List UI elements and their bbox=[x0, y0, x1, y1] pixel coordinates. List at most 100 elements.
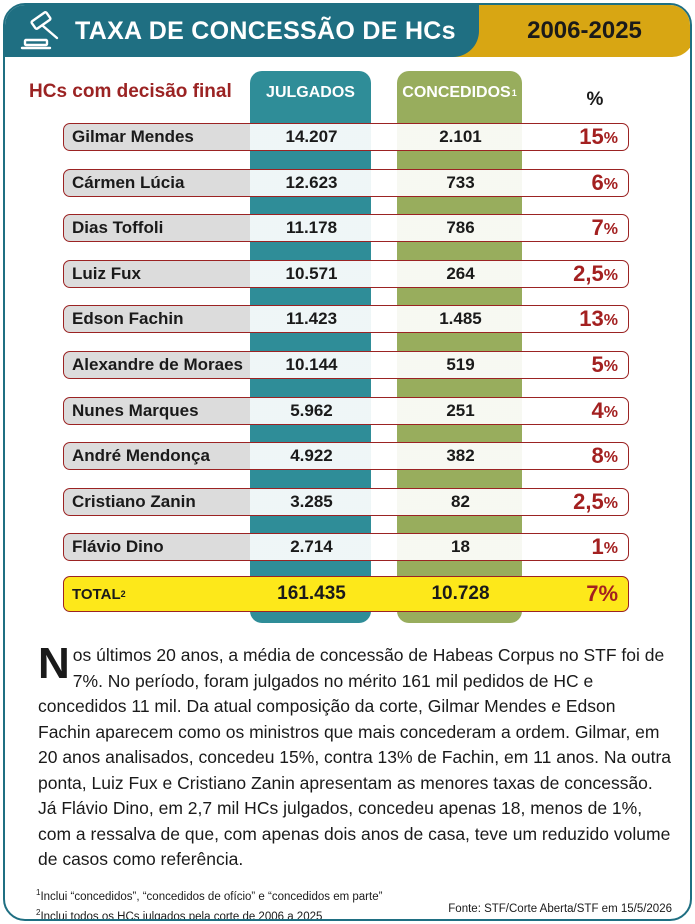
julgados-value: 12.623 bbox=[285, 172, 338, 192]
pct-value: 4% bbox=[592, 398, 618, 424]
julgados-value: 10.571 bbox=[285, 263, 338, 283]
table-row: Cristiano Zanin 3.285 82 2,5% bbox=[63, 487, 629, 516]
pct-value: 2,5% bbox=[573, 261, 618, 287]
pct-number: 1 bbox=[591, 534, 604, 560]
header-banner: TAXA DE CONCESSÃO DE HCs bbox=[5, 5, 479, 57]
julgados-value: 4.922 bbox=[290, 446, 333, 466]
pct-number: 15 bbox=[579, 124, 604, 149]
table-row: Edson Fachin 11.423 1.485 13% bbox=[63, 305, 629, 334]
table-row: Cármen Lúcia 12.623 733 6% bbox=[63, 168, 629, 197]
minister-name: Dias Toffoli bbox=[72, 218, 164, 238]
julgados-value: 14.207 bbox=[285, 127, 338, 146]
table-row: Dias Toffoli 11.178 786 7% bbox=[63, 214, 629, 243]
pct-value: 1% bbox=[592, 534, 618, 560]
julgados-value: 3.285 bbox=[290, 491, 333, 511]
pct-number: 6 bbox=[591, 169, 604, 195]
concedidos-value: 733 bbox=[446, 172, 475, 192]
total-row: TOTAL 2 161.435 10.728 7% bbox=[63, 576, 629, 612]
pct-symbol: % bbox=[603, 403, 618, 421]
pct-number: 7 bbox=[591, 215, 604, 241]
total-julgados: 161.435 bbox=[277, 583, 346, 604]
pct-symbol: % bbox=[603, 221, 618, 239]
footnote-1: 1Inclui “concedidos”, “concedidos de ofí… bbox=[36, 885, 382, 905]
pct-symbol: % bbox=[603, 266, 618, 284]
concedidos-value: 264 bbox=[446, 263, 475, 283]
total-pct-number: 7 bbox=[586, 581, 599, 606]
pct-symbol: % bbox=[603, 449, 618, 467]
total-label: TOTAL 2 bbox=[72, 577, 126, 611]
total-pct: 7% bbox=[586, 577, 618, 611]
pct-value: 5% bbox=[592, 352, 618, 378]
julgados-header: JULGADOS bbox=[250, 71, 371, 115]
pct-value: 8% bbox=[592, 443, 618, 469]
minister-name: Gilmar Mendes bbox=[72, 127, 194, 146]
pct-symbol: % bbox=[603, 312, 618, 330]
source-line: Fonte: STF/Corte Aberta/STF em 15/5/2026 bbox=[448, 903, 672, 915]
pct-symbol: % bbox=[603, 494, 618, 512]
concedidos-value: 2.101 bbox=[439, 127, 482, 146]
pct-number: 4 bbox=[591, 397, 604, 423]
footnote-2-text: Inclui todos os HCs julgados pela corte … bbox=[40, 910, 323, 921]
table-row: Nunes Marques 5.962 251 4% bbox=[63, 396, 629, 425]
minister-name: André Mendonça bbox=[72, 446, 210, 466]
minister-name: Luiz Fux bbox=[72, 263, 141, 283]
concedidos-value: 251 bbox=[446, 400, 475, 420]
minister-name: Cristiano Zanin bbox=[72, 491, 196, 511]
minister-name: Flávio Dino bbox=[72, 537, 164, 557]
table-left-label: HCs com decisão final bbox=[29, 81, 232, 102]
minister-name: Alexandre de Moraes bbox=[72, 355, 244, 374]
concedidos-header-label: CONCEDIDOS bbox=[402, 84, 511, 101]
pct-symbol: % bbox=[603, 358, 618, 375]
footnote-2: 2Inclui todos os HCs julgados pela corte… bbox=[36, 905, 382, 921]
minister-name: Nunes Marques bbox=[72, 400, 199, 420]
table-row: Alexandre de Moraes 10.144 519 5% bbox=[63, 351, 629, 379]
concedidos-value: 786 bbox=[446, 218, 475, 238]
pct-number: 2,5 bbox=[573, 260, 604, 286]
pct-value: 15% bbox=[579, 124, 618, 150]
header-title: TAXA DE CONCESSÃO DE HCs bbox=[75, 16, 456, 45]
julgados-value: 11.423 bbox=[285, 309, 338, 329]
dropcap: N bbox=[38, 639, 70, 688]
footnotes: 1Inclui “concedidos”, “concedidos de ofí… bbox=[36, 885, 382, 921]
total-pct-symbol: % bbox=[598, 581, 618, 606]
footnote-2-mark: 2 bbox=[36, 907, 41, 917]
pct-number: 8 bbox=[591, 443, 604, 469]
total-footnote-mark: 2 bbox=[120, 589, 126, 599]
julgados-value: 5.962 bbox=[290, 400, 333, 420]
concedidos-value: 519 bbox=[446, 355, 475, 374]
body-text: os últimos 20 anos, a média de concessão… bbox=[38, 645, 671, 869]
table-row: André Mendonça 4.922 382 8% bbox=[63, 442, 629, 471]
concedidos-footnote-mark: 1 bbox=[511, 88, 517, 98]
years-label: 2006-2025 bbox=[527, 17, 642, 44]
years-badge: 2006-2025 bbox=[445, 5, 690, 57]
julgados-value: 2.714 bbox=[290, 537, 333, 557]
pct-number: 13 bbox=[579, 306, 604, 332]
pct-symbol: % bbox=[603, 130, 618, 147]
concedidos-column-band bbox=[397, 71, 522, 623]
table-row: Gilmar Mendes 14.207 2.101 15% bbox=[63, 123, 629, 151]
gavel-icon bbox=[20, 11, 59, 50]
concedidos-header: CONCEDIDOS 1 bbox=[397, 71, 522, 115]
julgados-column-band bbox=[250, 71, 371, 623]
pct-number: 2,5 bbox=[573, 488, 604, 514]
julgados-value: 11.178 bbox=[285, 218, 338, 238]
pct-value: 13% bbox=[579, 306, 618, 332]
footnote-1-text: Inclui “concedidos”, “concedidos de ofíc… bbox=[40, 890, 383, 903]
concedidos-value: 1.485 bbox=[439, 309, 482, 329]
table-row: Flávio Dino 2.714 18 1% bbox=[63, 533, 629, 562]
julgados-header-label: JULGADOS bbox=[266, 84, 355, 101]
pct-number: 5 bbox=[591, 352, 604, 377]
total-concedidos: 10.728 bbox=[431, 583, 490, 604]
footnote-1-mark: 1 bbox=[36, 888, 41, 897]
concedidos-value: 18 bbox=[451, 537, 470, 557]
total-label-text: TOTAL bbox=[72, 585, 121, 603]
infographic-frame: TAXA DE CONCESSÃO DE HCs 2006-2025 HCs c… bbox=[3, 3, 692, 921]
minister-name: Edson Fachin bbox=[72, 309, 184, 329]
pct-value: 7% bbox=[592, 215, 618, 241]
minister-name: Cármen Lúcia bbox=[72, 172, 185, 192]
pct-header: % bbox=[586, 89, 604, 110]
pct-value: 2,5% bbox=[573, 489, 618, 515]
julgados-value: 10.144 bbox=[285, 355, 338, 374]
concedidos-value: 382 bbox=[446, 446, 475, 466]
